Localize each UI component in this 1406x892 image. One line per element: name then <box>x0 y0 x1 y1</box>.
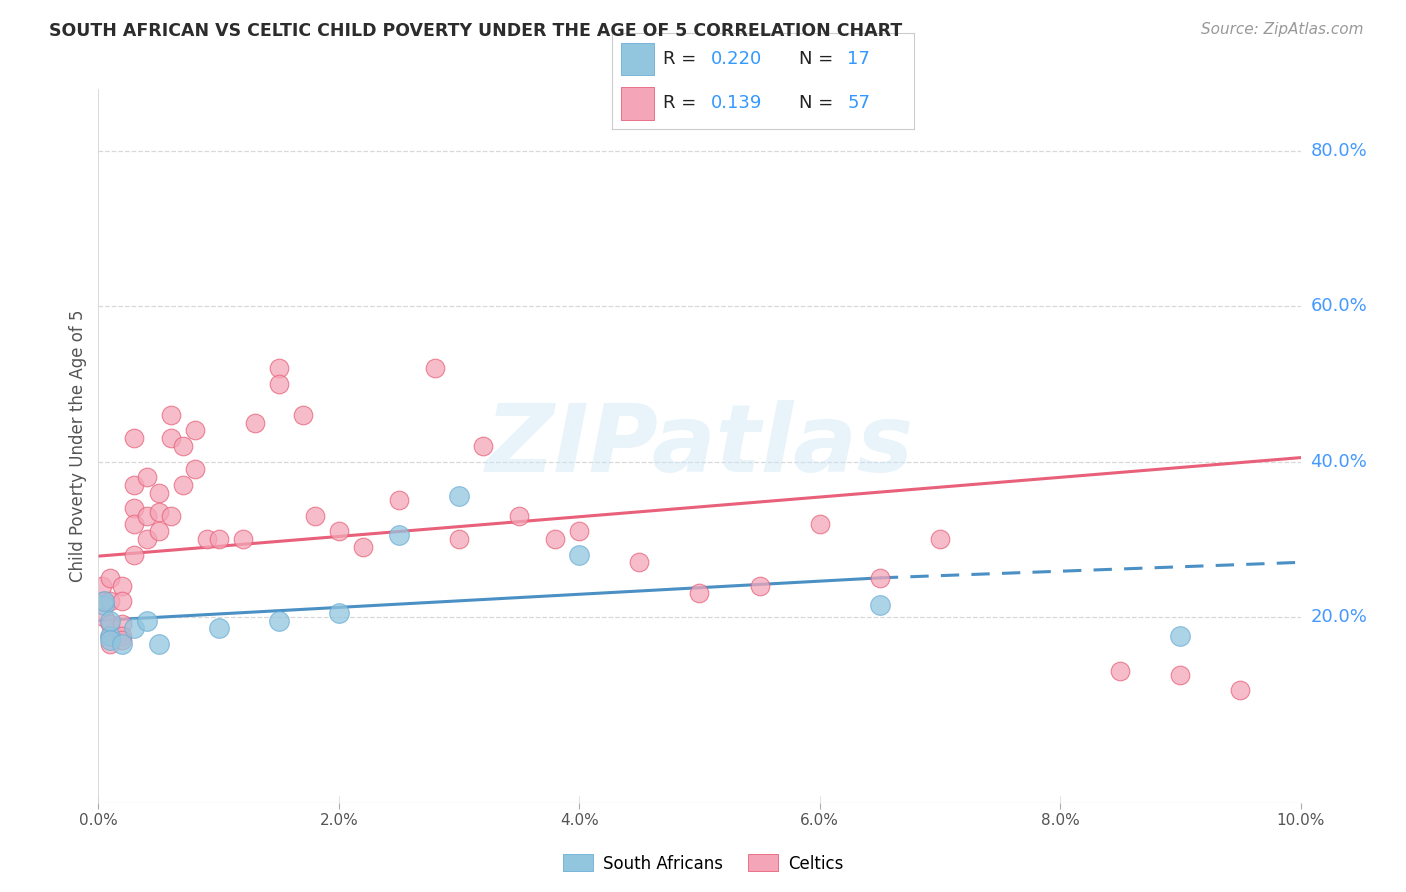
Point <box>267 614 290 628</box>
Point <box>135 508 157 523</box>
Point <box>111 594 134 608</box>
Point <box>447 532 470 546</box>
Point <box>447 490 470 504</box>
Point <box>508 508 530 523</box>
Point <box>148 485 170 500</box>
Point <box>388 493 411 508</box>
Point <box>183 462 205 476</box>
Point <box>100 629 122 643</box>
Point <box>388 528 411 542</box>
Text: 0.220: 0.220 <box>711 51 762 69</box>
Point <box>208 532 231 546</box>
Point <box>628 555 651 569</box>
Point <box>124 501 146 516</box>
Point <box>148 524 170 539</box>
Point <box>111 617 134 632</box>
Point <box>1109 664 1132 678</box>
Point <box>124 516 146 531</box>
Point <box>100 637 122 651</box>
Point <box>100 632 122 647</box>
Point <box>544 532 567 546</box>
Point <box>172 477 194 491</box>
Text: 60.0%: 60.0% <box>1310 297 1367 316</box>
Point <box>568 548 591 562</box>
Point <box>208 621 231 635</box>
Point <box>267 376 290 391</box>
Point <box>423 361 446 376</box>
Legend: South Africans, Celtics: South Africans, Celtics <box>557 847 849 880</box>
Point <box>91 579 114 593</box>
Point <box>183 424 205 438</box>
Point <box>328 606 350 620</box>
Text: N =: N = <box>799 51 839 69</box>
Point <box>688 586 710 600</box>
Point <box>159 408 181 422</box>
Text: Source: ZipAtlas.com: Source: ZipAtlas.com <box>1201 22 1364 37</box>
Point <box>304 508 326 523</box>
Text: 0.139: 0.139 <box>711 95 762 112</box>
Point <box>748 579 770 593</box>
Point <box>195 532 218 546</box>
Point <box>93 594 115 608</box>
Point <box>124 477 146 491</box>
Point <box>100 614 122 628</box>
Point <box>93 609 115 624</box>
Point <box>929 532 952 546</box>
FancyBboxPatch shape <box>620 43 654 76</box>
Point <box>93 598 115 612</box>
Point <box>100 594 122 608</box>
Point <box>100 571 122 585</box>
Point <box>135 532 157 546</box>
Point <box>124 431 146 445</box>
Text: 80.0%: 80.0% <box>1310 142 1367 161</box>
Text: R =: R = <box>664 51 702 69</box>
Y-axis label: Child Poverty Under the Age of 5: Child Poverty Under the Age of 5 <box>69 310 87 582</box>
Point <box>124 548 146 562</box>
Point <box>148 637 170 651</box>
Point <box>124 621 146 635</box>
Point <box>159 431 181 445</box>
Point <box>172 439 194 453</box>
Point <box>111 632 134 647</box>
Point <box>1170 629 1192 643</box>
Point <box>568 524 591 539</box>
Point <box>100 617 122 632</box>
FancyBboxPatch shape <box>620 87 654 120</box>
Point <box>472 439 495 453</box>
Point <box>100 629 122 643</box>
Point <box>808 516 831 531</box>
Text: 17: 17 <box>848 51 870 69</box>
Text: ZIPatlas: ZIPatlas <box>485 400 914 492</box>
Point <box>1170 668 1192 682</box>
Text: 20.0%: 20.0% <box>1310 607 1367 625</box>
Point <box>111 579 134 593</box>
Point <box>159 508 181 523</box>
Point <box>352 540 374 554</box>
Text: SOUTH AFRICAN VS CELTIC CHILD POVERTY UNDER THE AGE OF 5 CORRELATION CHART: SOUTH AFRICAN VS CELTIC CHILD POVERTY UN… <box>49 22 903 40</box>
Text: 40.0%: 40.0% <box>1310 452 1367 470</box>
Point <box>93 594 115 608</box>
Point <box>148 505 170 519</box>
Text: 57: 57 <box>848 95 870 112</box>
Point <box>869 571 891 585</box>
Point <box>135 470 157 484</box>
Point <box>1229 683 1251 698</box>
Text: N =: N = <box>799 95 839 112</box>
Point <box>232 532 254 546</box>
Point <box>328 524 350 539</box>
Point <box>869 598 891 612</box>
Point <box>111 637 134 651</box>
Point <box>243 416 266 430</box>
Point <box>291 408 314 422</box>
Point <box>135 614 157 628</box>
Text: R =: R = <box>664 95 702 112</box>
Point <box>111 629 134 643</box>
Point <box>267 361 290 376</box>
